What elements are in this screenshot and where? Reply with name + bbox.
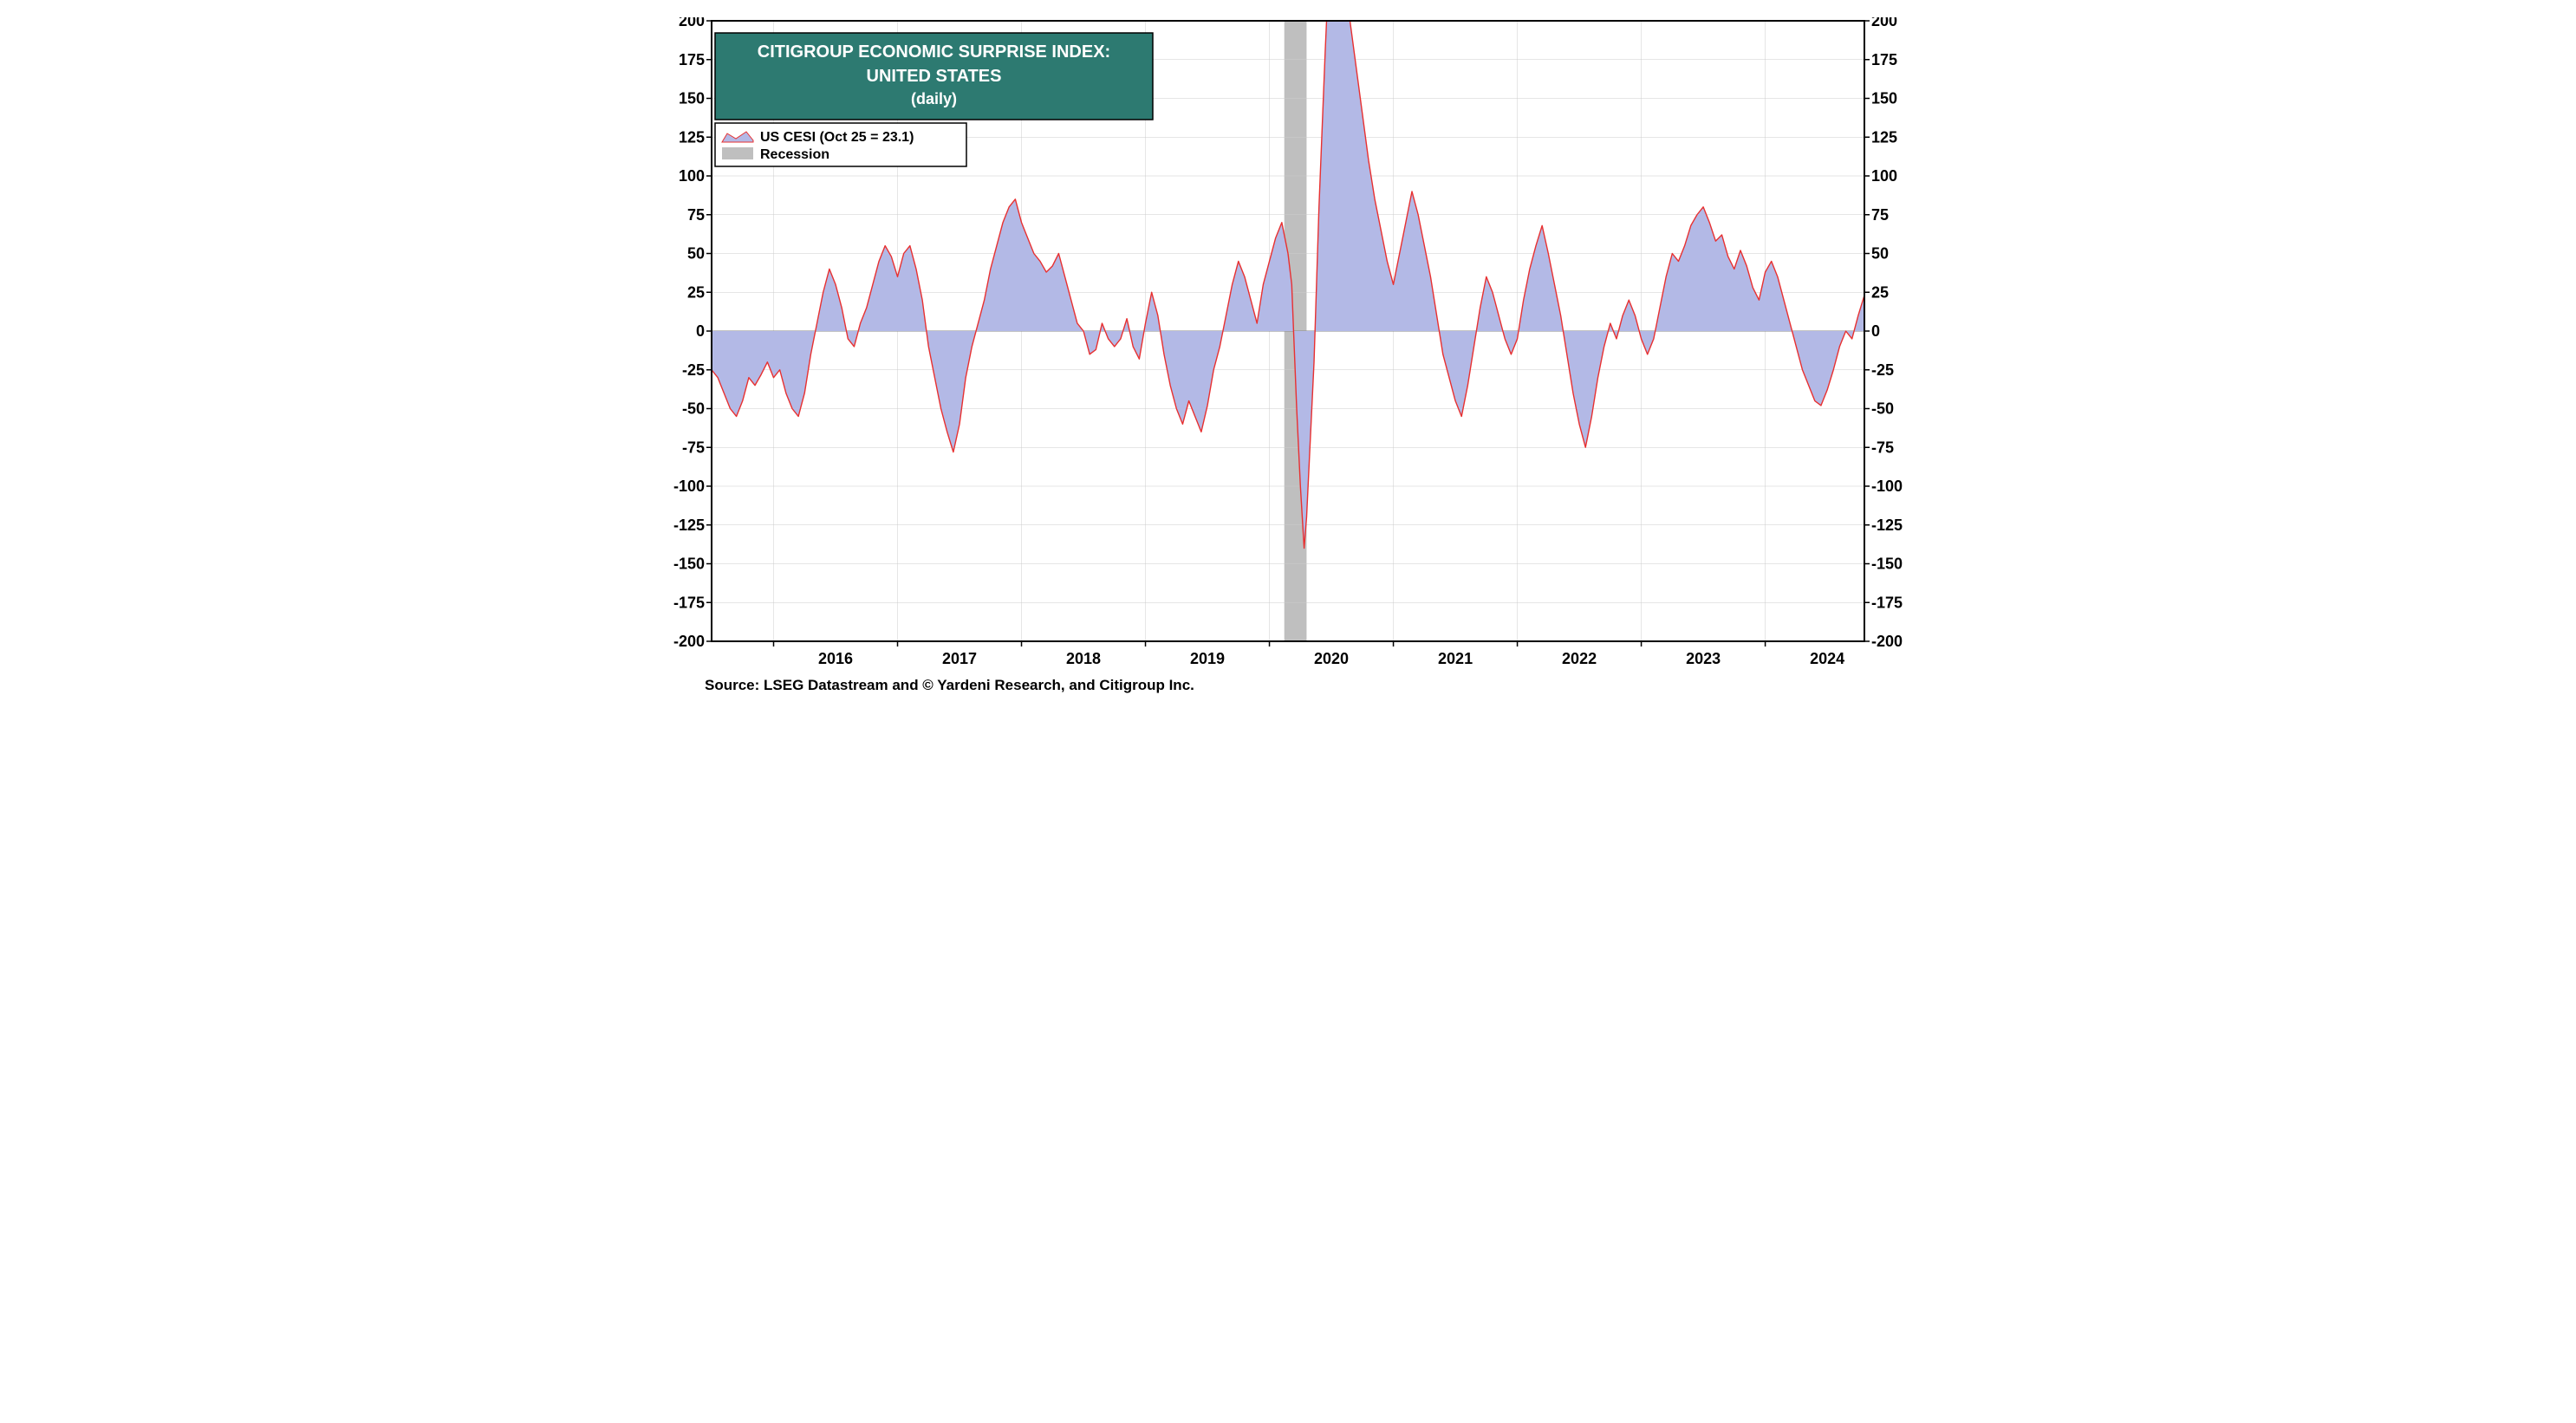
x-tick-year: 2018 (1066, 650, 1101, 667)
legend-swatch-recession (722, 147, 753, 159)
y-tick-left: 200 (679, 17, 705, 29)
y-tick-left: 50 (687, 245, 705, 263)
y-tick-left: -25 (682, 361, 705, 379)
x-tick-year: 2023 (1686, 650, 1721, 667)
y-tick-left: 125 (679, 128, 705, 146)
y-tick-left: -125 (673, 517, 705, 534)
x-tick-year: 2021 (1438, 650, 1473, 667)
cesi-chart: -200 -175 -150 -125 -100 -75 -50 -25 0 25 50 75 100 1… (661, 17, 1915, 702)
y-tick-right: 175 (1871, 51, 1897, 68)
x-tick-year: 2017 (942, 650, 977, 667)
y-tick-left: 25 (687, 283, 705, 301)
y-tick-left: 175 (679, 51, 705, 68)
chart-title-line2: UNITED STATES (867, 67, 1002, 86)
x-tick-year: 2020 (1314, 650, 1349, 667)
y-tick-right: 50 (1871, 245, 1889, 263)
x-tick-year: 2024 (1810, 650, 1844, 667)
y-tick-left: -200 (673, 633, 705, 650)
y-tick-right: 0 (1871, 322, 1880, 340)
y-tick-right: -50 (1871, 400, 1894, 418)
y-tick-left: -175 (673, 594, 705, 611)
y-tick-left: -100 (673, 478, 705, 495)
y-tick-right: 100 (1871, 167, 1897, 185)
y-tick-right: 200 (1871, 17, 1897, 29)
y-tick-right: -75 (1871, 439, 1894, 456)
x-tick-year: 2016 (818, 650, 853, 667)
y-tick-left: -50 (682, 400, 705, 418)
x-tick-year: 2022 (1562, 650, 1597, 667)
y-tick-right: 125 (1871, 128, 1897, 146)
y-tick-right: -200 (1871, 633, 1903, 650)
source-text: Source: LSEG Datastream and © Yardeni Re… (705, 677, 1194, 693)
y-tick-left: 0 (696, 322, 705, 340)
x-tick-year: 2019 (1190, 650, 1225, 667)
y-tick-left: 75 (687, 206, 705, 224)
y-tick-right: -100 (1871, 478, 1903, 495)
y-tick-right: -25 (1871, 361, 1894, 379)
y-tick-right: -175 (1871, 594, 1903, 611)
legend-label-recession: Recession (760, 147, 829, 162)
legend-label-series: US CESI (Oct 25 = 23.1) (760, 130, 914, 145)
y-tick-right: -150 (1871, 556, 1903, 573)
chart-container: -200 -175 -150 -125 -100 -75 -50 -25 0 25 50 75 100 1… (661, 17, 1915, 702)
chart-title-line1: CITIGROUP ECONOMIC SURPRISE INDEX: (758, 42, 1110, 62)
chart-title-line3: (daily) (911, 90, 957, 107)
y-tick-left: -75 (682, 439, 705, 456)
y-tick-right: 150 (1871, 90, 1897, 107)
y-tick-right: 25 (1871, 283, 1889, 301)
y-tick-left: 150 (679, 90, 705, 107)
y-tick-left: -150 (673, 556, 705, 573)
y-tick-left: 100 (679, 167, 705, 185)
y-tick-right: 75 (1871, 206, 1889, 224)
y-tick-right: -125 (1871, 517, 1903, 534)
